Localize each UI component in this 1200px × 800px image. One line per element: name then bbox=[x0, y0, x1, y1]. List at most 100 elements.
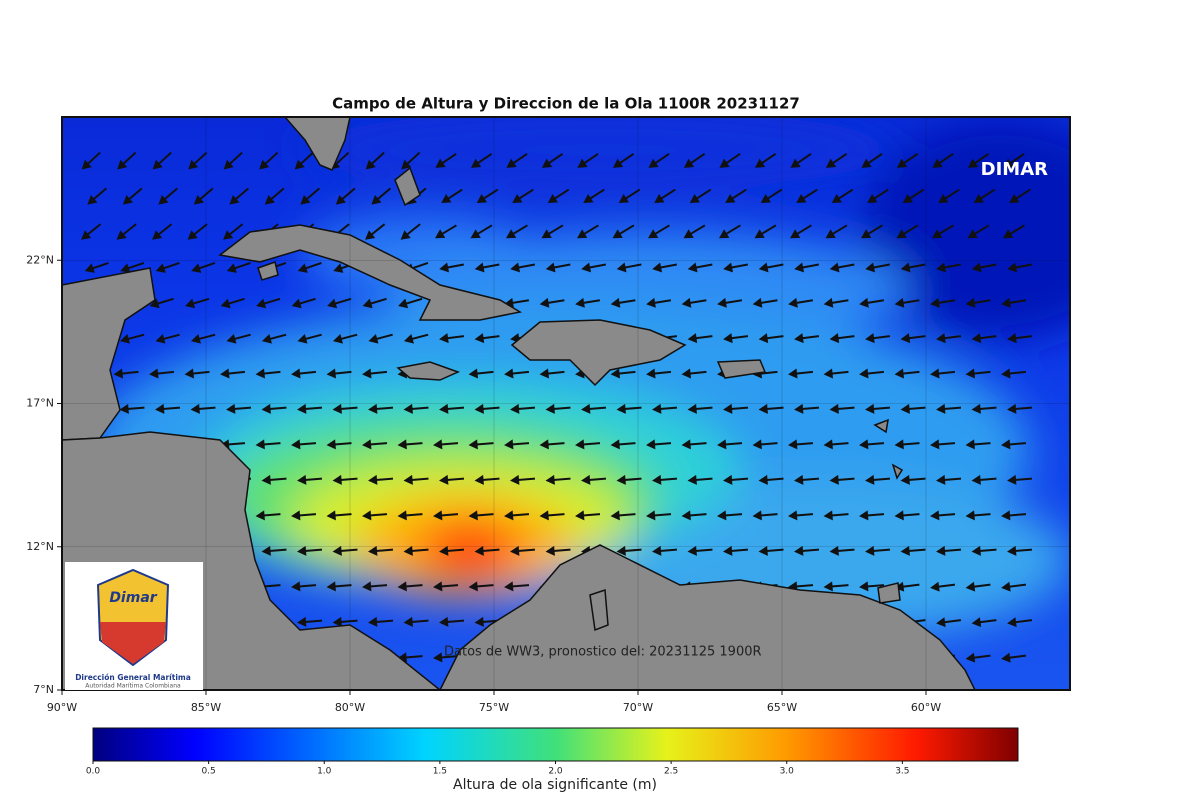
wave-arrow bbox=[652, 403, 678, 414]
wave-arrow bbox=[255, 510, 281, 521]
wave-arrow bbox=[930, 439, 956, 450]
wave-arrow bbox=[335, 187, 356, 205]
arrow-head bbox=[723, 545, 733, 556]
wave-arrow bbox=[539, 368, 565, 379]
wave-arrow bbox=[646, 368, 672, 379]
arrow-head bbox=[581, 262, 592, 273]
arrow-head bbox=[332, 545, 342, 556]
wave-arrow bbox=[439, 403, 465, 414]
arrow-head bbox=[758, 333, 769, 344]
arrow-head bbox=[971, 545, 981, 556]
wave-arrow bbox=[403, 403, 429, 414]
arrow-head bbox=[223, 159, 234, 170]
wave-arrow bbox=[930, 581, 956, 592]
wave-arrow bbox=[823, 581, 849, 592]
wave-arrow bbox=[965, 581, 991, 592]
wave-arrow bbox=[510, 403, 536, 414]
wave-arrow bbox=[829, 262, 855, 273]
wave-arrow bbox=[368, 616, 394, 627]
wave-arrow bbox=[545, 403, 571, 414]
arrow-head bbox=[794, 262, 805, 273]
arrow-head bbox=[474, 333, 485, 344]
arrow-head bbox=[433, 581, 443, 592]
wave-arrow bbox=[397, 510, 423, 521]
wave-arrow bbox=[368, 403, 394, 414]
wave-arrow bbox=[184, 368, 210, 379]
wave-arrow bbox=[476, 188, 499, 204]
arrow-head bbox=[365, 230, 376, 240]
arrow-head bbox=[936, 262, 947, 273]
arrow-head bbox=[930, 439, 940, 450]
wave-arrow bbox=[297, 403, 323, 414]
wave-arrow bbox=[223, 151, 243, 170]
arrow-head bbox=[648, 229, 659, 239]
wave-arrow bbox=[971, 333, 997, 344]
arrow-head bbox=[368, 616, 378, 627]
wave-arrow bbox=[683, 224, 706, 239]
arrow-head bbox=[158, 194, 169, 205]
arrow-head bbox=[255, 510, 265, 521]
arrow-head bbox=[362, 368, 372, 379]
wave-arrow bbox=[435, 224, 457, 239]
wave-arrow bbox=[829, 333, 855, 344]
wave-arrow bbox=[936, 262, 961, 273]
wave-arrow bbox=[474, 474, 500, 485]
wave-arrow bbox=[326, 510, 352, 521]
wave-arrow bbox=[581, 403, 607, 414]
arrow-head bbox=[936, 545, 946, 556]
wave-arrow bbox=[229, 187, 250, 205]
arrow-head bbox=[504, 297, 514, 308]
arrow-head bbox=[1001, 581, 1011, 592]
arrow-head bbox=[717, 297, 727, 308]
wave-arrow bbox=[1001, 439, 1027, 450]
arrow-head bbox=[652, 403, 662, 414]
wave-arrow bbox=[297, 474, 323, 485]
arrow-head bbox=[155, 333, 166, 344]
logo-brand: Dimar bbox=[109, 590, 157, 606]
arrow-head bbox=[1001, 368, 1011, 379]
wave-arrow bbox=[190, 403, 216, 414]
wave-arrow bbox=[652, 474, 678, 485]
arrow-head bbox=[790, 229, 801, 239]
wave-arrow bbox=[760, 188, 783, 204]
wave-arrow bbox=[1007, 262, 1032, 273]
arrow-head bbox=[788, 297, 798, 308]
arrow-head bbox=[261, 545, 271, 556]
wave-arrow bbox=[687, 403, 713, 414]
arrow-head bbox=[155, 263, 166, 273]
arrow-head bbox=[930, 297, 940, 308]
arrow-head bbox=[790, 158, 801, 168]
wave-arrow bbox=[541, 152, 564, 168]
wave-arrow bbox=[967, 152, 990, 168]
arrow-head bbox=[646, 297, 656, 308]
arrow-head bbox=[971, 333, 982, 344]
arrow-head bbox=[823, 368, 834, 379]
wave-arrow bbox=[687, 262, 713, 273]
wave-arrow bbox=[577, 224, 599, 239]
arrow-head bbox=[504, 439, 514, 450]
arrow-head bbox=[433, 439, 443, 450]
arrow-head bbox=[794, 403, 804, 414]
arrow-head bbox=[261, 403, 271, 414]
arrow-head bbox=[371, 194, 382, 205]
arrow-head bbox=[547, 193, 558, 204]
arrow-head bbox=[291, 439, 301, 450]
arrow-head bbox=[297, 403, 307, 414]
wave-arrow bbox=[894, 297, 920, 308]
arrow-head bbox=[719, 158, 730, 168]
wave-arrow bbox=[261, 474, 287, 485]
arrow-head bbox=[965, 652, 976, 663]
arrow-head bbox=[190, 333, 201, 344]
arrow-head bbox=[368, 474, 378, 485]
wave-arrow bbox=[796, 188, 818, 204]
arrow-head bbox=[297, 474, 307, 485]
wave-arrow bbox=[220, 368, 246, 379]
arrow-head bbox=[506, 158, 517, 168]
lon-tick-label: 85°W bbox=[191, 701, 221, 714]
wave-arrow bbox=[646, 439, 672, 450]
arrow-head bbox=[332, 333, 343, 344]
wave-arrow bbox=[439, 262, 464, 273]
arrow-head bbox=[504, 368, 514, 379]
arrow-head bbox=[788, 439, 798, 450]
wave-arrow bbox=[894, 439, 920, 450]
